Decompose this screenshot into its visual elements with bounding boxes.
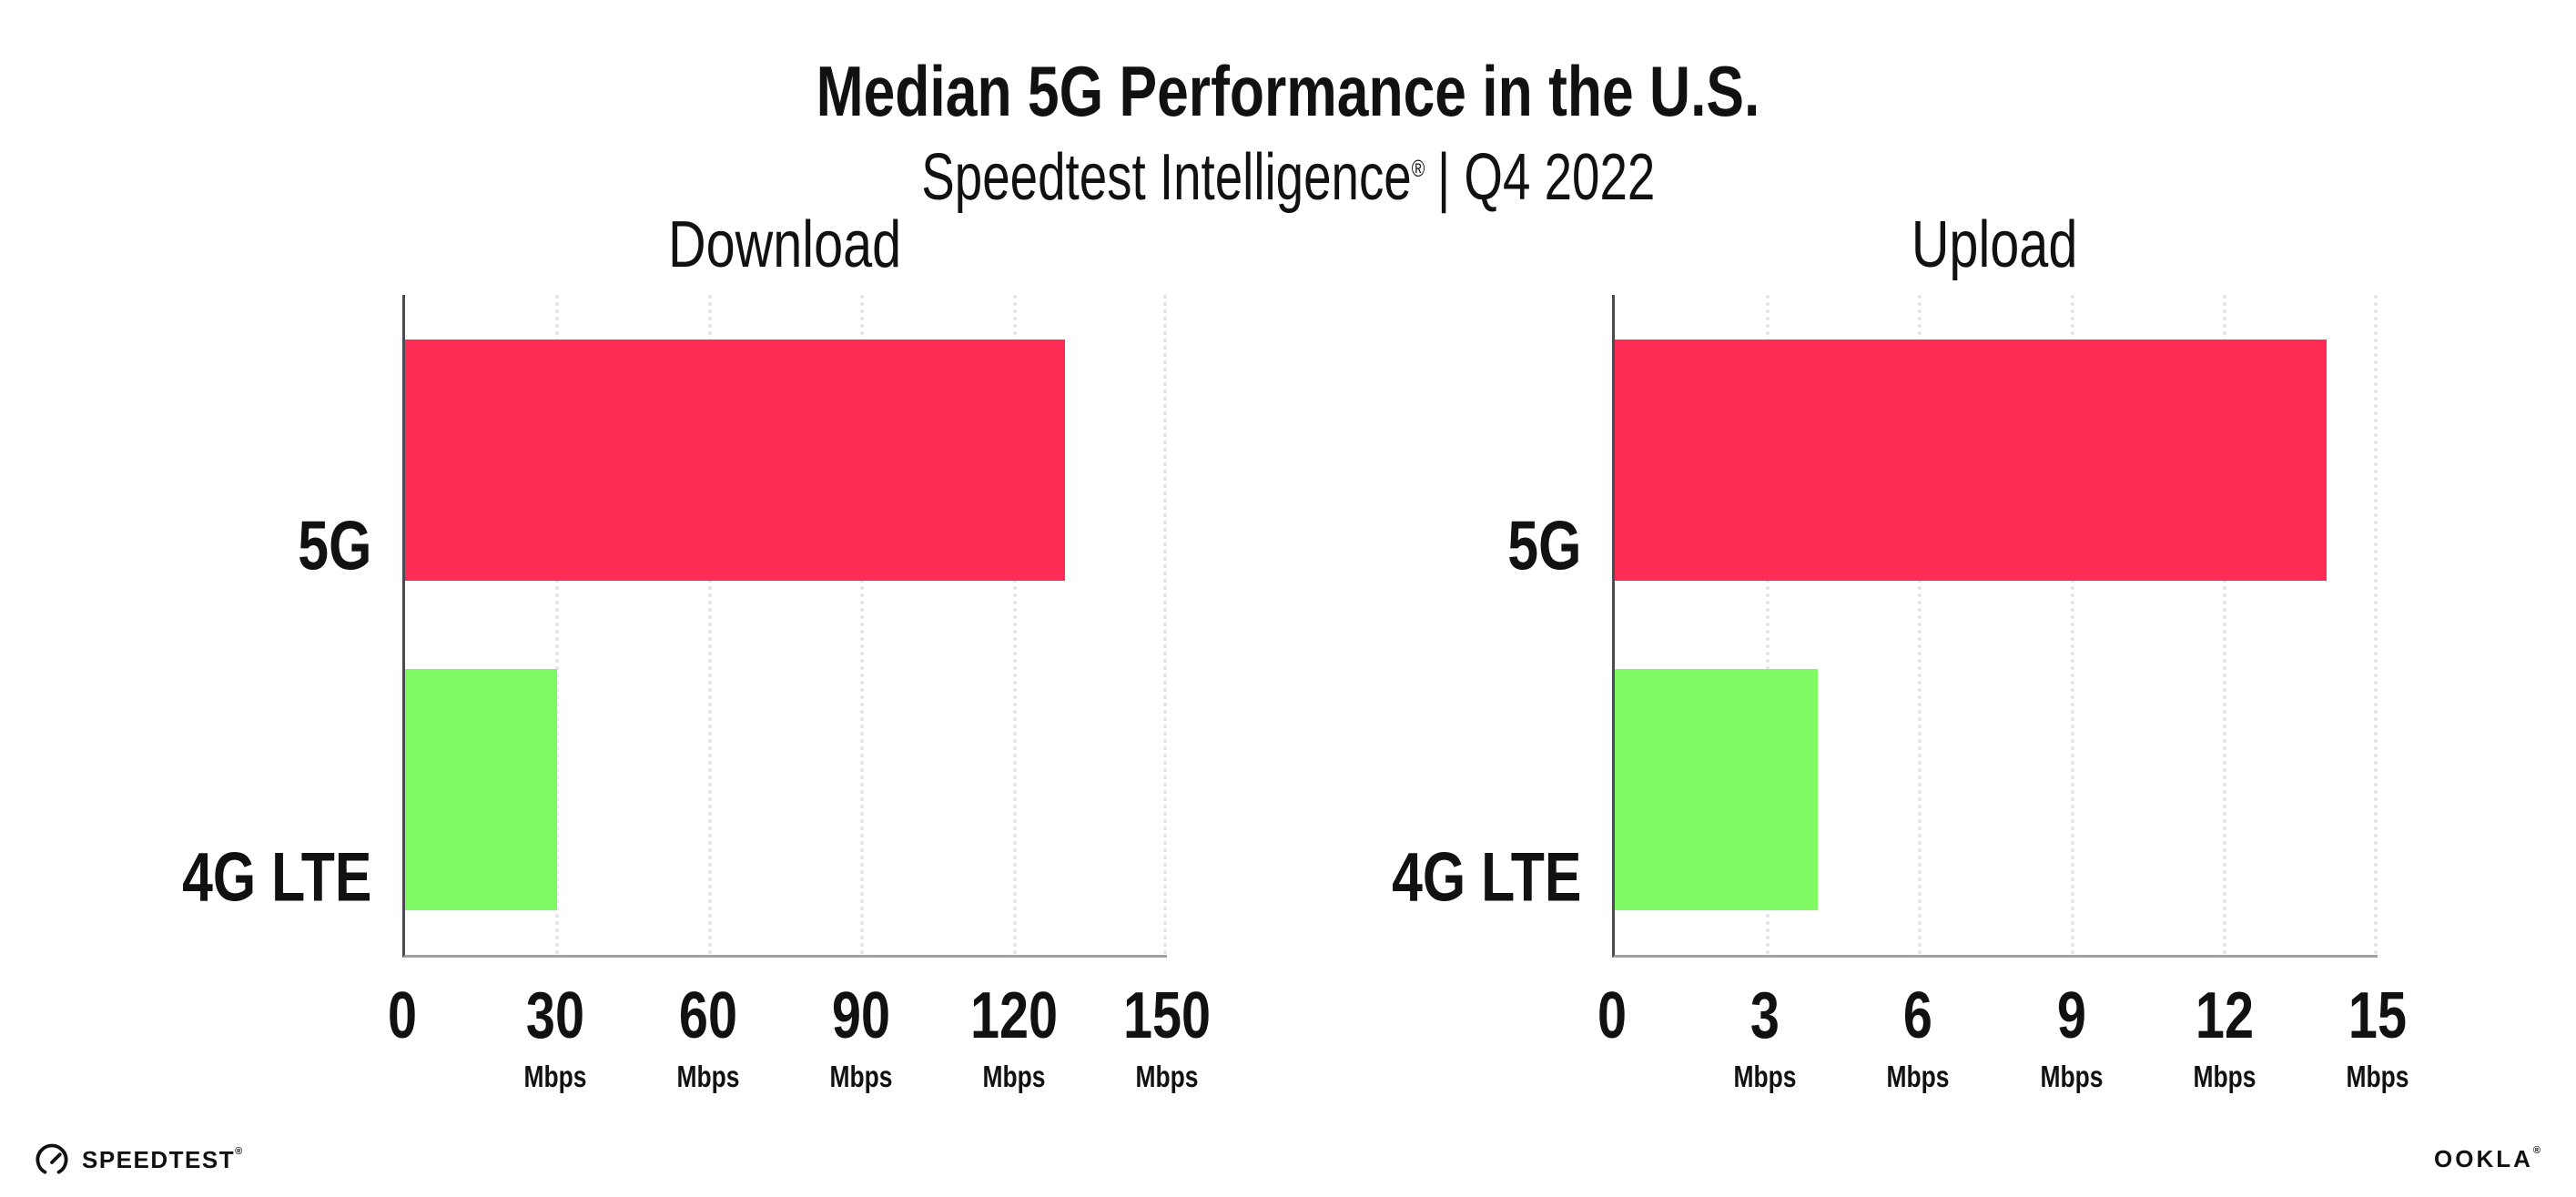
registered-mark: ® <box>2532 1145 2543 1156</box>
x-tick-unit: Mbps <box>829 1060 893 1093</box>
chart-title-upload-text: Upload <box>1912 208 2078 281</box>
x-tick-label: 0 <box>1597 979 1628 1052</box>
x-tick-unit: Mbps <box>523 1060 587 1093</box>
page-title-text: Median 5G Performance in the U.S. <box>816 51 1760 132</box>
x-tick: 0 <box>384 983 421 1049</box>
category-label-5g-text: 5G <box>297 507 371 585</box>
category-label-4g-lte: 4G LTE <box>1344 838 1581 918</box>
chart-title-download-text: Download <box>667 208 902 281</box>
x-tick-label: 15 <box>2348 979 2408 1052</box>
gridline <box>1163 295 1167 955</box>
x-tick: 90 Mbps <box>822 983 900 1091</box>
x-tick-unit: Mbps <box>1733 1060 1797 1093</box>
x-tick-label: 150 <box>1122 979 1212 1052</box>
page-subtitle-text: Speedtest Intelligence® | Q4 2022 <box>920 140 1656 214</box>
x-tick: 15 Mbps <box>2338 983 2417 1091</box>
chart-title-upload: Upload <box>1612 208 2378 282</box>
gridline <box>1918 295 1922 955</box>
x-tick-label: 60 <box>678 979 738 1052</box>
upload-chart: Upload 5G 4G LTE 0 3 Mbps 6 Mbps 9 Mbps 12 M… <box>1392 208 2409 1118</box>
x-tick-unit: Mbps <box>2193 1060 2257 1093</box>
speedtest-logo: SPEEDTEST® <box>35 1142 244 1177</box>
ookla-wordmark: OOKLA® <box>2434 1145 2543 1172</box>
page-subtitle: Speedtest Intelligence® | Q4 2022 <box>0 140 2576 214</box>
x-tick-unit: Mbps <box>982 1060 1046 1093</box>
x-tick-label: 3 <box>1750 979 1780 1052</box>
category-label-4g-lte-text: 4G LTE <box>1391 838 1581 917</box>
gridline <box>555 295 560 955</box>
ookla-wordmark-text: OOKLA <box>2434 1145 2533 1172</box>
gridline <box>860 295 865 955</box>
bar-5g-download <box>405 339 1066 581</box>
x-tick-unit: Mbps <box>2040 1060 2104 1093</box>
x-tick: 12 Mbps <box>2186 983 2264 1091</box>
x-tick: 150 Mbps <box>1112 983 1222 1091</box>
speedtest-wordmark: SPEEDTEST® <box>82 1146 244 1174</box>
x-axis-ticks-download: 0 30 Mbps 60 Mbps 90 Mbps 120 Mbps 150 Mbps <box>388 983 1211 1118</box>
speedtest-wordmark-text: SPEEDTEST <box>82 1145 236 1173</box>
category-label-4g-lte-text: 4G LTE <box>181 838 371 917</box>
x-tick-label: 9 <box>2056 979 2086 1052</box>
page-title: Median 5G Performance in the U.S. <box>0 51 2576 132</box>
gridline <box>707 295 712 955</box>
gridline <box>2070 295 2074 955</box>
chart-title-download: Download <box>402 208 1167 282</box>
gridline <box>2223 295 2227 955</box>
x-tick: 120 Mbps <box>959 983 1069 1091</box>
gridline <box>2374 295 2378 955</box>
x-tick-label: 90 <box>831 979 891 1052</box>
x-tick-label: 12 <box>2195 979 2254 1052</box>
bar-4g-lte-download <box>405 669 558 911</box>
x-tick-label: 0 <box>387 979 418 1052</box>
gridline <box>1012 295 1017 955</box>
plot-area-upload <box>1612 295 2378 958</box>
x-tick: 0 <box>1594 983 1630 1049</box>
plot-area-download <box>402 295 1167 958</box>
x-tick-label: 6 <box>1903 979 1933 1052</box>
category-label-5g: 5G <box>279 507 371 586</box>
subtitle-product: Speedtest Intelligence <box>920 140 1412 214</box>
category-label-5g: 5G <box>1489 507 1581 586</box>
speedtest-gauge-icon <box>35 1143 68 1174</box>
bar-4g-lte-upload <box>1615 669 1819 911</box>
x-tick: 9 Mbps <box>2033 983 2111 1091</box>
category-label-4g-lte: 4G LTE <box>135 838 371 918</box>
x-tick-unit: Mbps <box>2346 1060 2409 1093</box>
ookla-logo: OOKLA® <box>2434 1145 2543 1173</box>
gridline <box>1765 295 1770 955</box>
x-tick-unit: Mbps <box>1135 1060 1199 1093</box>
x-axis-ticks-upload: 0 3 Mbps 6 Mbps 9 Mbps 12 Mbps 15 Mbps <box>1597 983 2409 1118</box>
registered-mark: ® <box>1411 154 1425 182</box>
x-tick: 6 Mbps <box>1879 983 1957 1091</box>
x-tick: 60 Mbps <box>669 983 747 1091</box>
category-label-5g-text: 5G <box>1506 507 1581 585</box>
registered-mark: ® <box>235 1145 244 1157</box>
x-tick-label: 120 <box>969 979 1059 1052</box>
x-tick-label: 30 <box>525 979 585 1052</box>
x-tick: 3 Mbps <box>1726 983 1804 1091</box>
x-tick: 30 Mbps <box>516 983 594 1091</box>
x-tick-unit: Mbps <box>676 1060 740 1093</box>
bar-5g-upload <box>1615 339 2328 581</box>
x-tick-unit: Mbps <box>1886 1060 1950 1093</box>
subtitle-period: | Q4 2022 <box>1436 140 1656 214</box>
download-chart: Download 5G 4G LTE 0 30 Mbps 60 Mbps 90 Mbp… <box>182 208 1211 1118</box>
